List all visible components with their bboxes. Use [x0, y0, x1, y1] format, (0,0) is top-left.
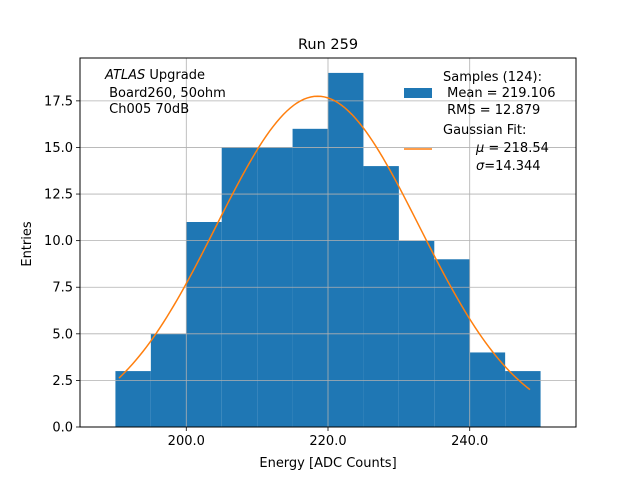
legend-fit-sigma-value: =14.344 [484, 159, 540, 174]
y-tick-label: 0.0 [52, 421, 73, 436]
legend-fit-mu-value: = 218.54 [484, 141, 549, 156]
histogram-bar [328, 72, 364, 427]
x-tick-label: 240.0 [451, 434, 488, 449]
y-tick-label: 10.0 [44, 234, 73, 249]
histogram-bar [115, 371, 151, 427]
legend: Samples (124): Mean = 219.106 RMS = 12.8… [404, 70, 570, 174]
annotation-line-1-rest: Upgrade [145, 68, 205, 83]
y-axis-ticks: 0.0 2.5 5.0 7.5 10.0 12.5 15.0 17.5 [44, 94, 80, 436]
annotation-line-2: Board260, 50ohm [105, 86, 226, 101]
histogram-bar [363, 166, 399, 427]
chart-title: Run 259 [298, 37, 358, 53]
sigma-symbol: σ [476, 159, 485, 174]
mu-symbol: μ [475, 141, 484, 156]
histogram-bar [434, 259, 470, 427]
y-tick-label: 12.5 [44, 188, 73, 203]
gaussian-fit-curve [118, 95, 531, 391]
x-axis-ticks: 200.0 220.0 240.0 [168, 427, 488, 449]
x-axis-label: Energy [ADC Counts] [259, 456, 396, 471]
legend-fit-line-1: Gaussian Fit: [443, 123, 526, 138]
annotation-italic: ATLAS [104, 68, 145, 83]
histogram-bar [292, 128, 328, 427]
x-tick-label: 200.0 [168, 434, 205, 449]
annotation-line-1: ATLAS Upgrade [104, 68, 205, 83]
histogram-bar [469, 352, 506, 427]
y-tick-label: 15.0 [44, 141, 73, 156]
y-tick-label: 2.5 [52, 374, 73, 389]
legend-fit-mu: μ = 218.54 [447, 141, 570, 156]
x-tick-label: 220.0 [309, 434, 346, 449]
annotation-line-3: Ch005 70dB [105, 102, 189, 117]
legend-samples-line-2: Mean = 219.106 [443, 86, 555, 101]
legend-samples-swatch [404, 88, 432, 98]
legend-fit-sigma: σ=14.344 [447, 159, 561, 174]
grid-lines [80, 58, 576, 428]
y-tick-label: 7.5 [52, 281, 73, 296]
legend-samples-line-1: Samples (124): [443, 70, 542, 85]
histogram-bar [186, 222, 222, 427]
y-axis-label: Entries [20, 221, 35, 267]
histogram-bar [505, 371, 541, 427]
y-tick-label: 5.0 [52, 327, 73, 342]
legend-samples-line-3: RMS = 12.879 [443, 103, 540, 118]
atlas-annotation: ATLAS Upgrade Board260, 50ohm Ch005 70dB [104, 68, 226, 117]
y-tick-label: 17.5 [44, 94, 73, 109]
